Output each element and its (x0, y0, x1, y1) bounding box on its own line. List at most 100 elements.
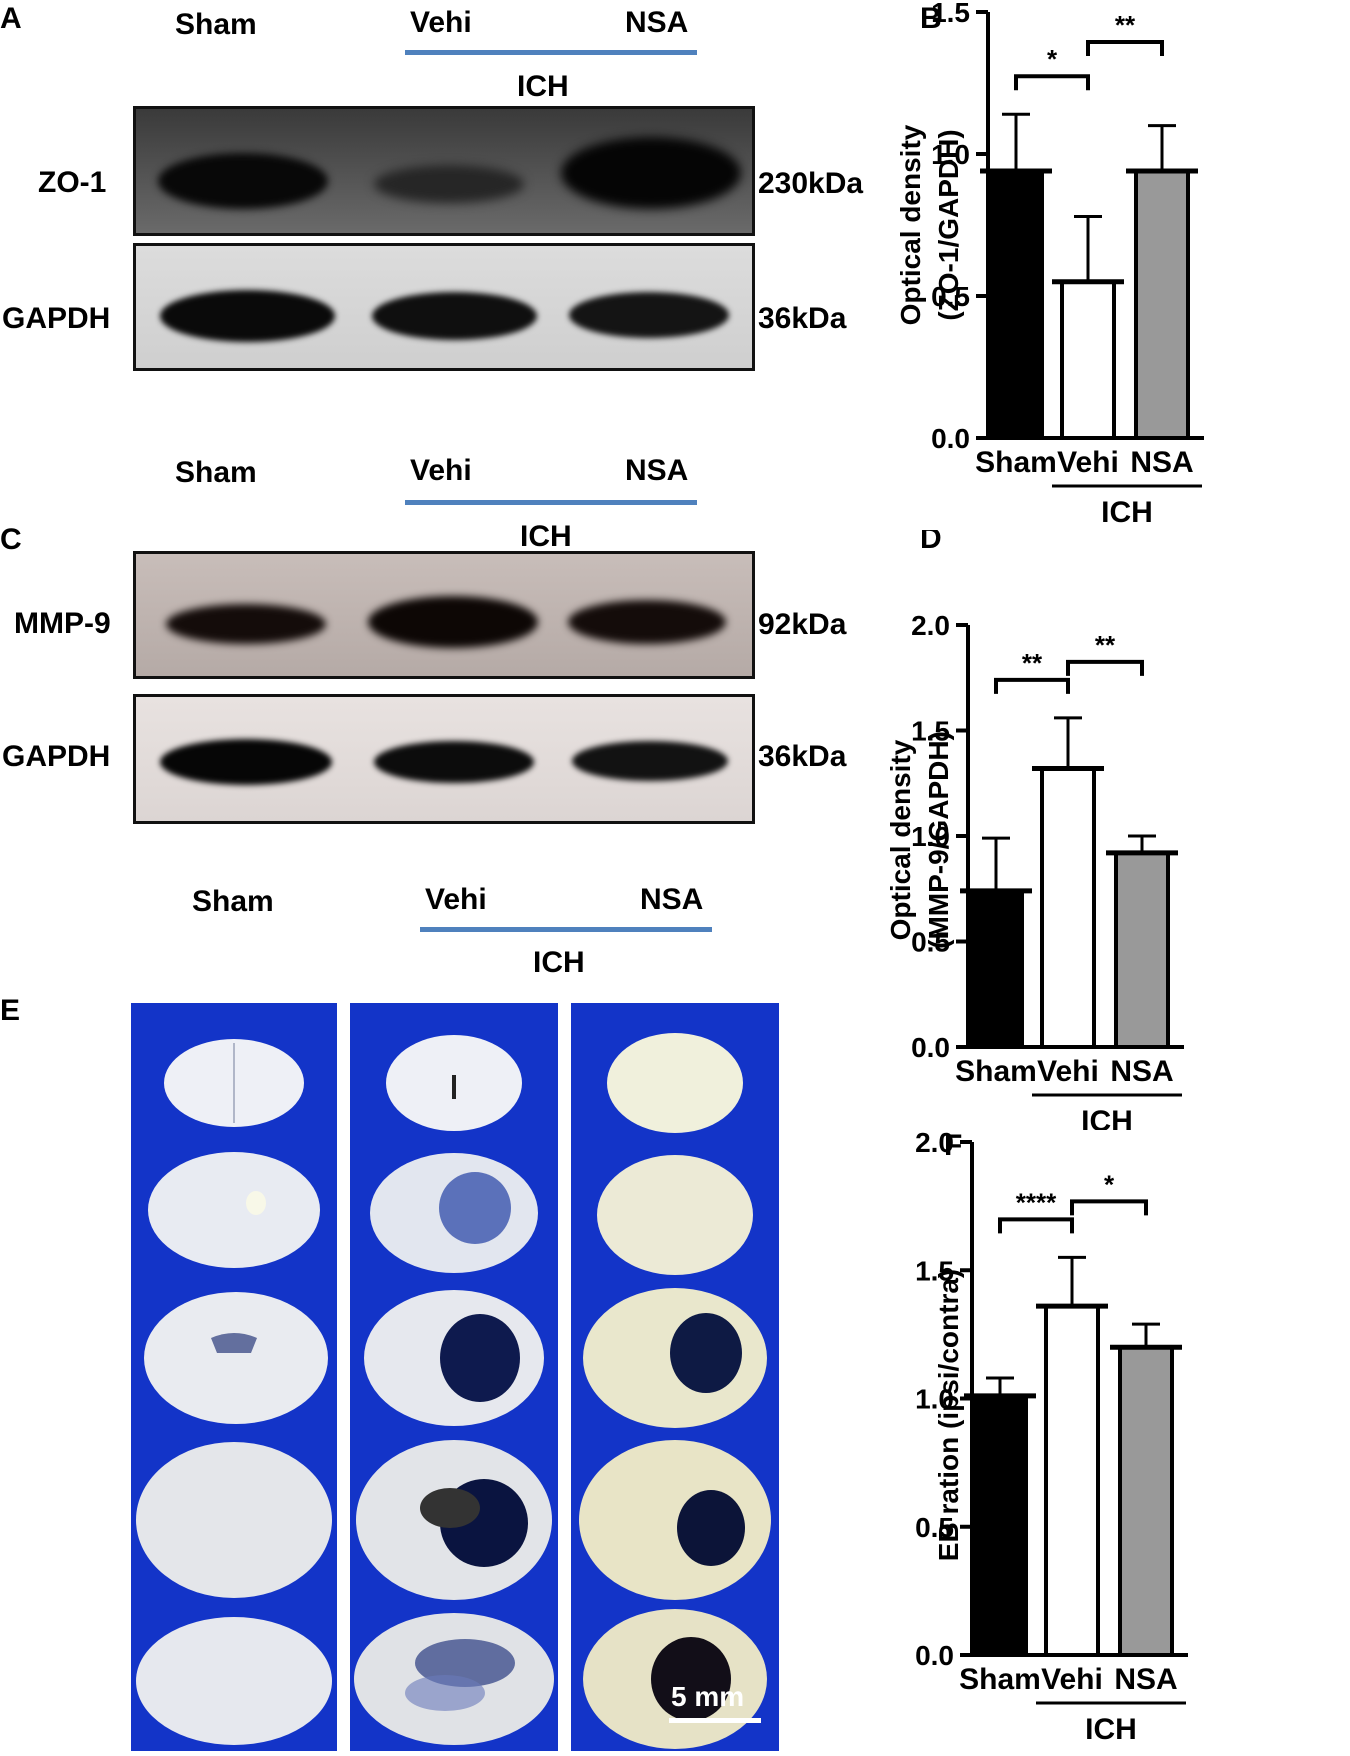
panel-c-ich-label: ICH (520, 520, 572, 553)
significance-bracket (1066, 659, 1144, 676)
bar-vehi (1040, 766, 1096, 1049)
y-axis-label: (ZO-1/GAPDH) (933, 129, 964, 320)
scale-bar-label: 5 mm (671, 1681, 745, 1712)
panel-e-group-nsa: NSA (640, 883, 704, 916)
band-gapdh-c-nsa (572, 741, 728, 781)
panel-e-group-vehi: Vehi (425, 883, 487, 916)
panel-a-group-nsa: NSA (625, 6, 689, 39)
band-mmp9-sham (166, 604, 326, 644)
panel-c-group-vehi: Vehi (410, 454, 472, 487)
significance-bracket (998, 1217, 1074, 1234)
panel-c-group-sham: Sham (175, 456, 257, 489)
band-mmp9-vehi (368, 596, 538, 648)
band-mmp9-nsa (568, 600, 726, 644)
panel-c-ich-bracket-line (405, 500, 697, 505)
chart-f-letter: F (944, 1129, 962, 1162)
y-tick-label: 1.5 (931, 0, 970, 28)
x-tick-label: NSA (1130, 446, 1193, 479)
panel-a-row2-label: GAPDH (2, 302, 111, 335)
panel-c-row2-label: GAPDH (2, 740, 111, 773)
x-tick-label: Sham (959, 1663, 1041, 1696)
panel-a-ich-label: ICH (517, 70, 569, 103)
band-zo1-sham (158, 153, 328, 209)
significance-label: ** (1115, 10, 1136, 40)
band-gapdh-c-vehi (374, 741, 534, 783)
y-tick-label: 0.0 (915, 1640, 954, 1671)
chart-b: B 0.0 0.5 1.0 1.5 Optical density (ZO-1/GAPDH)… (895, 0, 1204, 529)
panel-e-ich-bracket-line (420, 927, 712, 932)
panel-a-ich-bracket-line (405, 50, 697, 55)
x-tick-label: Vehi (1041, 1663, 1103, 1696)
chart-d: D 0.0 0.5 1.0 1.5 2.0 Optical density (MMP-9/GA… (885, 530, 1184, 1130)
group-label: ICH (1101, 496, 1153, 529)
group-label: ICH (1081, 1105, 1133, 1130)
y-tick-label: 0.5 (911, 927, 950, 958)
y-axis-label: Optical density (885, 739, 916, 940)
panel-a-group-vehi: Vehi (410, 6, 472, 39)
panel-c-letter: C (0, 523, 22, 556)
chart-b-letter: B (920, 2, 942, 35)
y-tick-label: 0.0 (911, 1032, 950, 1063)
bar-vehi (1044, 1304, 1100, 1657)
x-tick-label: Sham (975, 446, 1057, 479)
panel-a-row1-size: 230kDa (758, 167, 864, 200)
significance-bracket (994, 677, 1070, 694)
scale-bar (669, 1718, 761, 1723)
bar-sham (968, 888, 1024, 1049)
chart-d-letter: D (920, 530, 942, 555)
tissue-column-nsa: 5 mm (571, 1003, 779, 1751)
y-axis-label: EB ration (ipsi/contra) (933, 1269, 964, 1561)
significance-bracket (1014, 74, 1090, 91)
band-gapdh-c-sham (160, 739, 332, 785)
y-tick-label: 0.5 (915, 1512, 954, 1543)
y-tick-label: 2.0 (911, 610, 950, 641)
bar-vehi (1060, 279, 1116, 440)
x-tick-label: NSA (1114, 1663, 1177, 1696)
significance-bracket (1086, 40, 1164, 56)
significance-label: * (1104, 1169, 1115, 1199)
y-tick-label: 1.0 (915, 1384, 954, 1415)
y-tick-label: 1.5 (911, 716, 950, 747)
blot-gapdh-c (133, 694, 755, 824)
panel-e-letter: E (0, 994, 21, 1027)
y-axis-label: (MMP-9/GAPDH) (923, 731, 954, 949)
panel-c-row1-label: MMP-9 (14, 607, 111, 640)
blot-mmp9 (133, 551, 755, 679)
group-label: ICH (1085, 1713, 1137, 1746)
blot-gapdh-a (133, 243, 755, 371)
significance-bracket (1070, 1199, 1148, 1216)
y-tick-label: 1.0 (911, 821, 950, 852)
x-tick-label: Vehi (1037, 1055, 1099, 1088)
y-tick-label: 0.0 (931, 423, 970, 454)
y-tick-label: 1.0 (931, 139, 970, 170)
x-tick-label: NSA (1110, 1055, 1173, 1088)
significance-label: ** (1022, 648, 1043, 678)
x-tick-label: Vehi (1057, 446, 1119, 479)
panel-a-row2-size: 36kDa (758, 302, 847, 335)
blot-zo1 (133, 106, 755, 236)
panel-a-row1-label: ZO-1 (38, 166, 107, 199)
panel-c-group-nsa: NSA (625, 454, 689, 487)
brain-slices-vehi (354, 1035, 554, 1745)
y-tick-label: 0.5 (931, 281, 970, 312)
tissue-column-vehi (350, 1003, 558, 1751)
bar-sham (988, 169, 1044, 440)
significance-label: * (1047, 44, 1058, 74)
bar-nsa (1134, 169, 1190, 440)
panel-a-letter: A (0, 2, 22, 35)
band-zo1-nsa (561, 137, 741, 209)
significance-label: **** (1016, 1187, 1057, 1217)
panel-e-ich-label: ICH (533, 946, 585, 979)
y-axis-label: Optical density (895, 124, 926, 325)
band-gapdh-a-vehi (372, 292, 537, 340)
band-gapdh-a-sham (160, 290, 335, 342)
chart-f: F 0.0 0.5 1.0 1.5 2.0 EB ration (ipsi/contra) S… (915, 1127, 1188, 1746)
band-zo1-vehi (374, 165, 524, 203)
bar-sham (972, 1393, 1028, 1657)
x-tick-label: Sham (955, 1055, 1037, 1088)
y-tick-label: 1.5 (915, 1255, 954, 1286)
panel-e-group-sham: Sham (192, 885, 274, 918)
brain-slices-sham (136, 1039, 332, 1745)
panel-c-row1-size: 92kDa (758, 608, 847, 641)
bar-nsa (1114, 850, 1170, 1049)
